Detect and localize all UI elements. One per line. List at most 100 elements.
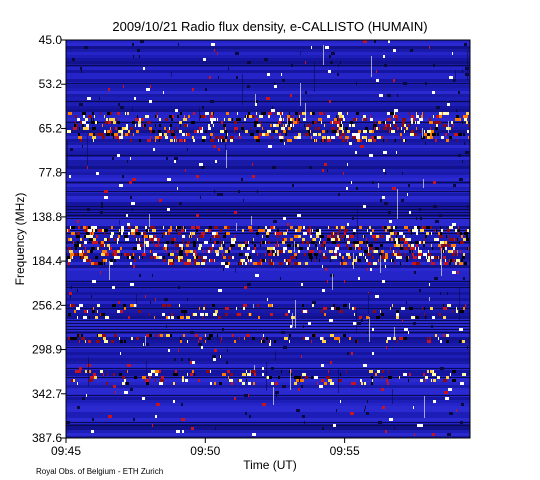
spectrogram-cell [447,103,450,106]
spectrogram-cell [136,238,137,241]
spectrogram-cell [405,127,406,130]
spectrogram-cell [295,112,298,115]
spectrogram-cell [127,364,131,367]
spectrogram-cell [417,121,420,124]
spectrogram-cell [309,256,313,259]
spectrogram-cell [448,388,452,391]
spectrogram-streak [422,128,423,138]
spectrogram-cell [272,106,273,109]
spectrogram-row [66,283,470,286]
spectrogram-cell [266,232,269,235]
spectrogram-cell [337,238,340,241]
spectrogram-cell [249,259,250,262]
spectrogram-row-line [66,422,470,423]
spectrogram-row [66,310,470,313]
spectrogram-cell [242,229,244,232]
spectrogram-cell [229,379,233,382]
spectrogram-cell [242,373,246,376]
spectrogram-cell [83,226,86,229]
spectrogram-row [66,85,470,88]
spectrogram-cell [403,121,405,124]
spectrogram-cell [169,115,172,118]
spectrogram-cell [457,253,458,256]
spectrogram-cell [457,232,459,235]
spectrogram-cell [203,250,204,253]
spectrogram-cell [394,244,397,247]
spectrogram-cell [424,238,425,241]
spectrogram-cell [171,238,174,241]
spectrogram-cell [382,226,385,229]
spectrogram-cell [309,250,311,253]
spectrogram-cell [423,226,427,229]
spectrogram-cell [269,262,273,265]
spectrogram-cell [271,367,274,370]
spectrogram-cell [223,235,226,238]
spectrogram-cell [218,148,220,151]
spectrogram-cell [457,271,459,274]
spectrogram-row-line [66,191,470,192]
spectrogram-cell [266,235,269,238]
spectrogram-cell [301,283,303,286]
spectrogram-cell [139,139,141,142]
spectrogram-cell [440,367,444,370]
spectrogram-cell [404,247,408,250]
spectrogram-cell [177,316,181,319]
spectrogram-cell [293,121,297,124]
spectrogram-cell [166,325,167,328]
spectrogram-cell [143,232,146,235]
spectrogram-cell [184,226,185,229]
spectrogram-cell [150,256,153,259]
spectrogram-row-line [66,215,470,216]
spectrogram-cell [352,133,356,136]
plot-frame [65,39,471,439]
spectrogram-cell [383,151,387,154]
spectrogram-row [66,358,470,361]
spectrogram-cell [176,373,178,376]
spectrogram-cell [159,334,163,337]
spectrogram-cell [215,250,219,253]
spectrogram-cell [209,76,211,79]
spectrogram-cell [345,127,348,130]
spectrogram-cell [388,376,392,379]
spectrogram-cell [361,382,363,385]
spectrogram-cell [164,133,167,136]
spectrogram-cell [184,313,185,316]
spectrogram-cell [283,250,285,253]
spectrogram-cell [277,253,279,256]
spectrogram-cell [305,337,309,340]
spectrogram-cell [93,229,95,232]
spectrogram-cell [440,262,441,265]
spectrogram-cell [433,181,436,184]
spectrogram-cell [124,235,128,238]
spectrogram-cell [453,250,455,253]
spectrogram-cell [403,235,405,238]
spectrogram-streak [467,50,468,80]
spectrogram-cell [122,127,125,130]
spectrogram-cell [255,274,259,277]
spectrogram-cell [194,259,197,262]
spectrogram-cell [186,244,189,247]
spectrogram-cell [259,133,262,136]
spectrogram-cell [272,166,276,169]
spectrogram-cell [386,340,388,343]
spectrogram-cell [416,127,417,130]
spectrogram-cell [156,256,159,259]
spectrogram-cell [266,337,268,340]
spectrogram-cell [195,334,198,337]
spectrogram-cell [275,391,279,394]
spectrogram-cell [434,277,438,280]
spectrogram-cell [281,370,282,373]
y-tick-label: 77.8 [39,166,63,180]
spectrogram-cell [386,235,390,238]
spectrogram-cell [220,130,224,133]
spectrogram-cell [457,139,458,142]
spectrogram-row-line [66,209,470,210]
spectrogram-cell [298,226,302,229]
spectrogram-cell [278,244,279,247]
spectrogram-row-line [66,332,470,333]
spectrogram-cell [149,376,151,379]
spectrogram-cell [415,121,416,124]
spectrogram-cell [453,184,456,187]
spectrogram-cell [465,304,466,307]
spectrogram-cell [100,271,101,274]
